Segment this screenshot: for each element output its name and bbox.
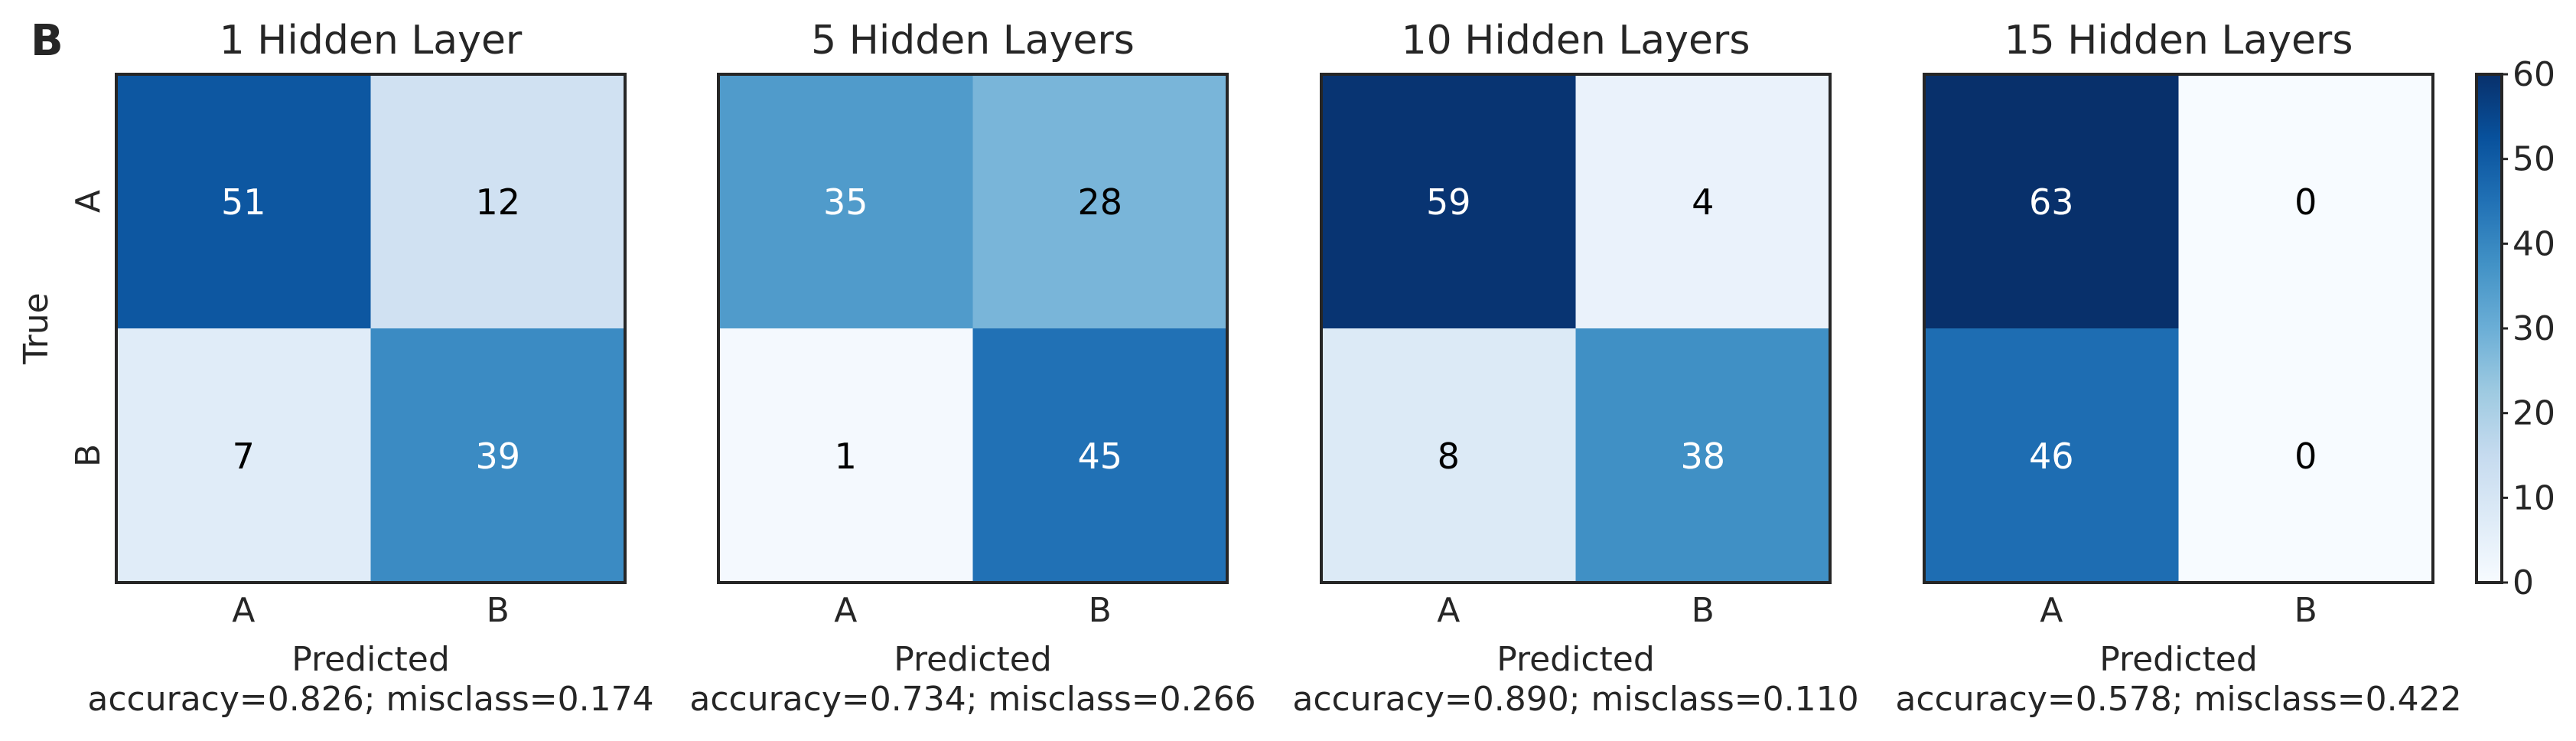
heatmap-cell	[1924, 74, 2179, 328]
panel-title: 10 Hidden Layers	[1402, 18, 1750, 64]
panel-title: 1 Hidden Layer	[220, 18, 523, 64]
x-tick-label: B	[2294, 591, 2317, 630]
y-tick-label: B	[69, 444, 108, 467]
heatmap-cell	[1321, 328, 1576, 583]
x-axis-label: Predicted	[1496, 640, 1655, 679]
cell-value-label: 38	[1680, 436, 1725, 477]
y-axis-label: True	[17, 292, 56, 364]
heatmap-cell	[718, 328, 973, 583]
colorbar-tick-label: 30	[2512, 309, 2555, 348]
heatmap-cell	[1924, 328, 2179, 583]
x-tick-label: A	[834, 591, 857, 630]
heatmap-cell	[1575, 328, 1830, 583]
panel-frame	[1923, 73, 2434, 584]
heatmap-cell	[116, 74, 371, 328]
x-axis-label: Predicted	[291, 640, 450, 679]
heatmap-cell	[972, 328, 1227, 583]
x-axis-label: Predicted	[894, 640, 1052, 679]
cell-value-label: 0	[2294, 436, 2317, 477]
heatmap-cell	[370, 328, 625, 583]
confusion-matrix-panel: 10 Hidden Layers 59 4 8 38 A B Predictedaccurac…	[1292, 18, 1858, 719]
cell-value-label: 28	[1077, 181, 1122, 223]
x-tick-label: A	[1437, 591, 1460, 630]
cell-value-label: 7	[233, 436, 255, 477]
x-tick-label: A	[2040, 591, 2063, 630]
y-tick-label: A	[69, 190, 108, 213]
accuracy-caption: accuracy=0.578; misclass=0.422	[1895, 680, 2461, 719]
x-tick-label: B	[1089, 591, 1112, 630]
colorbar-tick-label: 20	[2512, 394, 2555, 433]
cell-value-label: 63	[2029, 181, 2074, 223]
cell-value-label: 39	[475, 436, 520, 477]
panel-title: 5 Hidden Layers	[811, 18, 1135, 64]
colorbar-tick-label: 10	[2512, 478, 2555, 517]
cell-value-label: 59	[1426, 181, 1471, 223]
cell-value-label: 45	[1077, 436, 1122, 477]
cell-value-label: 12	[475, 181, 520, 223]
accuracy-caption: accuracy=0.826; misclass=0.174	[87, 680, 653, 719]
cell-value-label: 35	[823, 181, 868, 223]
cell-value-label: 0	[2294, 181, 2317, 223]
x-tick-label: A	[232, 591, 255, 630]
colorbar	[2475, 73, 2503, 584]
heatmap-cell	[972, 74, 1227, 328]
panel-frame	[717, 73, 1229, 584]
heatmap-cell	[116, 328, 371, 583]
panel-title: 15 Hidden Layers	[2004, 18, 2353, 64]
confusion-matrix-panel: 15 Hidden Layers 63 0 46 0 A B Predictedaccurac…	[1895, 18, 2461, 719]
heatmap-cell	[370, 74, 625, 328]
colorbar-tick-label: 40	[2512, 224, 2555, 263]
confusion-matrix-panel: 1 Hidden Layer 51 12 7 39 A B A B True Predictedac…	[17, 18, 654, 719]
confusion-matrix-panel: 5 Hidden Layers 35 28 1 45 A B Predictedaccurac…	[689, 18, 1255, 719]
accuracy-caption: accuracy=0.890; misclass=0.110	[1292, 680, 1858, 719]
heatmap-cell	[1321, 74, 1576, 328]
colorbar-tick-label: 0	[2512, 563, 2534, 602]
heatmap-cell	[2178, 328, 2433, 583]
x-tick-label: B	[487, 591, 510, 630]
cell-value-label: 1	[835, 436, 857, 477]
cell-value-label: 46	[2029, 436, 2074, 477]
panel-label: B	[31, 16, 64, 66]
x-tick-label: B	[1692, 591, 1715, 630]
colorbar-tick-label: 50	[2512, 140, 2555, 179]
colorbar-tick-label: 60	[2512, 55, 2555, 94]
panel-frame	[1320, 73, 1832, 584]
cell-value-label: 4	[1692, 181, 1714, 223]
cell-value-label: 51	[221, 181, 266, 223]
heatmap-cell	[1575, 74, 1830, 328]
x-axis-label: Predicted	[2099, 640, 2258, 679]
heatmap-cell	[2178, 74, 2433, 328]
panel-frame	[115, 73, 627, 584]
cell-value-label: 8	[1438, 436, 1460, 477]
accuracy-caption: accuracy=0.734; misclass=0.266	[689, 680, 1255, 719]
heatmap-cell	[718, 74, 973, 328]
